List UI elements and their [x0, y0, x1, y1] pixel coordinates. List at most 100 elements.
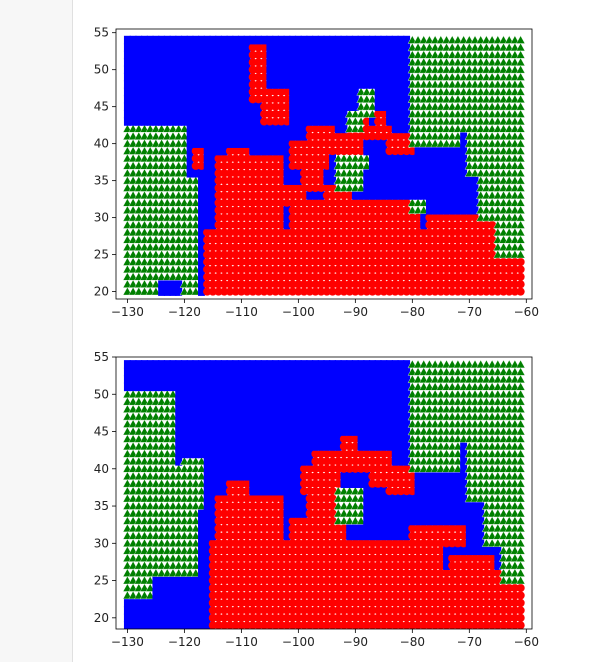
point-red: [237, 206, 246, 215]
point-blue: [198, 183, 205, 193]
point-green: [174, 523, 184, 533]
point-red: [214, 287, 223, 296]
point-blue: [186, 598, 194, 608]
point-green: [151, 568, 161, 577]
point-red: [282, 591, 292, 600]
point-blue: [232, 412, 240, 421]
point-blue: [329, 427, 336, 436]
point-green: [179, 516, 190, 525]
point-green: [122, 220, 132, 229]
point-blue: [380, 57, 388, 67]
point-blue: [146, 65, 154, 74]
point-blue: [334, 109, 342, 119]
point-blue: [220, 146, 228, 156]
point-red: [277, 220, 286, 230]
point-green: [345, 109, 355, 118]
point-green: [510, 411, 520, 421]
point-red: [214, 501, 223, 511]
point-blue: [380, 139, 388, 148]
point-green: [441, 109, 452, 118]
point-red: [379, 591, 388, 600]
point-blue: [158, 606, 166, 615]
point-blue: [391, 389, 399, 399]
point-blue: [203, 591, 211, 600]
point-green: [162, 205, 172, 214]
point-blue: [363, 509, 371, 518]
point-green: [498, 359, 509, 369]
point-blue: [386, 183, 393, 193]
point-blue: [306, 457, 314, 466]
point-blue: [334, 72, 342, 82]
point-red: [459, 554, 468, 563]
point-blue: [334, 102, 342, 111]
point-green: [504, 161, 514, 170]
point-red: [408, 243, 417, 252]
point-red: [208, 546, 217, 555]
point-blue: [289, 57, 297, 67]
point-blue: [386, 50, 393, 60]
point-blue: [220, 389, 228, 399]
point-blue: [203, 50, 211, 60]
point-red: [431, 531, 440, 540]
point-green: [168, 183, 178, 192]
point-blue: [146, 375, 154, 384]
point-blue: [198, 131, 205, 141]
point-blue: [357, 43, 365, 52]
point-blue: [289, 176, 297, 185]
point-blue: [129, 94, 137, 104]
point-green: [424, 35, 435, 44]
point-green: [122, 272, 132, 281]
point-green: [498, 138, 509, 148]
point-green: [185, 493, 195, 503]
point-green: [145, 175, 155, 185]
point-red: [425, 213, 434, 222]
point-green: [191, 227, 201, 237]
point-green: [419, 72, 429, 81]
point-blue: [363, 412, 371, 421]
point-green: [139, 590, 150, 600]
point-red: [493, 272, 502, 281]
point-green: [139, 538, 150, 547]
point-red: [254, 287, 263, 296]
point-red: [237, 546, 246, 555]
point-red: [374, 272, 383, 281]
point-green: [168, 486, 178, 495]
point-blue: [180, 620, 188, 629]
point-green: [441, 35, 452, 44]
point-red: [476, 243, 485, 252]
point-red: [459, 531, 468, 540]
point-red: [317, 124, 326, 133]
point-blue: [129, 613, 137, 623]
point-blue: [323, 117, 331, 126]
point-green: [407, 382, 417, 391]
point-red: [356, 206, 366, 215]
point-green: [470, 397, 480, 406]
point-green: [504, 72, 514, 81]
point-red: [356, 220, 366, 230]
point-red: [459, 235, 468, 244]
point-blue: [123, 382, 131, 392]
point-blue: [249, 124, 257, 134]
point-blue: [414, 501, 422, 511]
point-green: [339, 486, 349, 495]
point-blue: [186, 382, 194, 392]
point-green: [145, 205, 155, 214]
point-green: [487, 116, 497, 126]
point-blue: [414, 516, 422, 526]
point-blue: [255, 486, 262, 496]
point-blue: [232, 442, 240, 451]
point-red: [305, 487, 314, 496]
point-blue: [203, 43, 211, 52]
point-green: [476, 87, 486, 96]
point-blue: [340, 43, 348, 52]
point-blue: [334, 65, 342, 74]
point-green: [151, 478, 161, 488]
point-red: [248, 257, 257, 267]
point-blue: [391, 531, 399, 541]
point-blue: [289, 72, 297, 82]
point-red: [254, 280, 263, 289]
point-red: [356, 243, 366, 252]
point-blue: [431, 479, 439, 489]
point-blue: [283, 479, 291, 489]
point-red: [265, 169, 274, 178]
